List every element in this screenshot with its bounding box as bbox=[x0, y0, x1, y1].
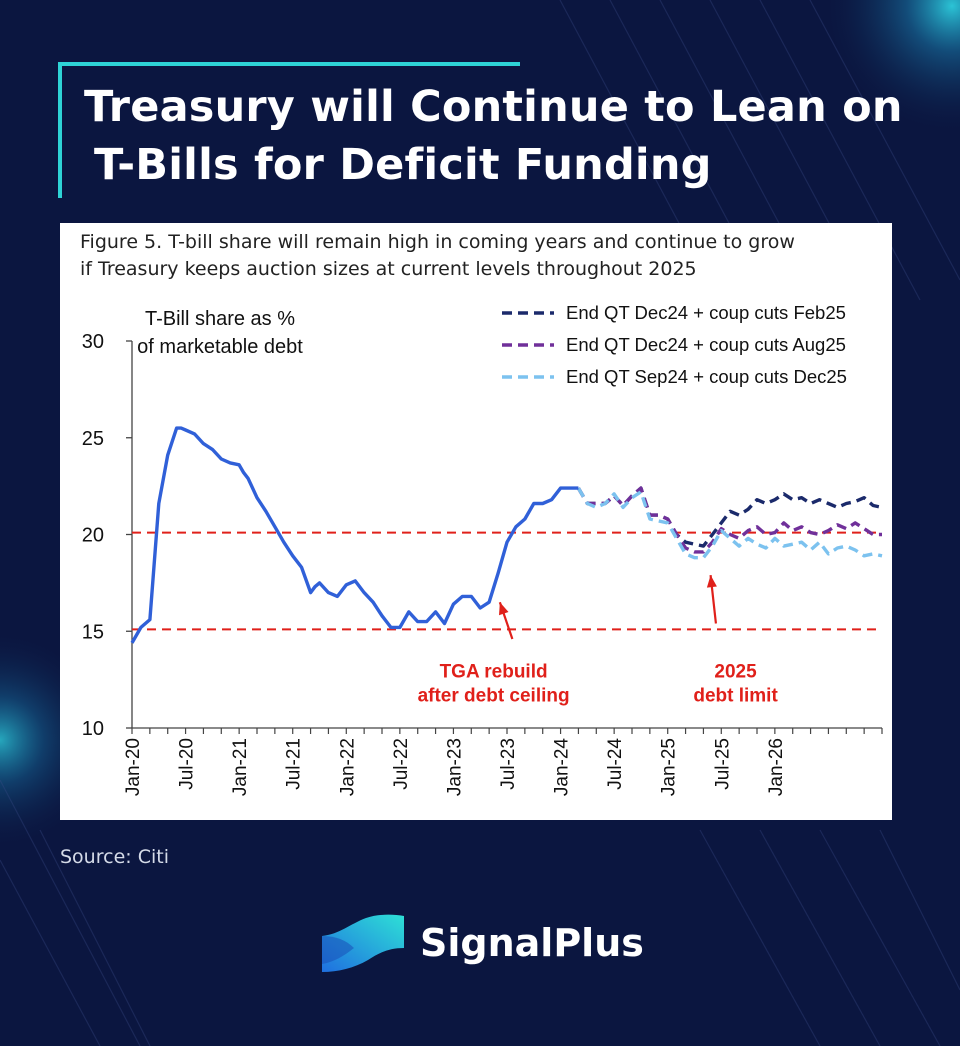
title-line-2: T-Bills for Deficit Funding bbox=[94, 140, 712, 190]
y-axis-title-line: of marketable debt bbox=[137, 336, 303, 358]
brand-name: SignalPlus bbox=[420, 921, 644, 965]
legend-label: End QT Sep24 + coup cuts Dec25 bbox=[566, 366, 847, 387]
figure-caption-line-2: if Treasury keeps auction sizes at curre… bbox=[80, 258, 697, 280]
legend-label: End QT Dec24 + coup cuts Aug25 bbox=[566, 334, 846, 355]
figure-caption: Figure 5. T-bill share will remain high … bbox=[80, 229, 890, 283]
y-tick-label: 20 bbox=[82, 525, 104, 547]
page-title: Treasury will Continue to Lean on T-Bill… bbox=[84, 78, 903, 194]
x-tick-label: Jul-23 bbox=[498, 738, 519, 790]
y-tick-label: 30 bbox=[82, 331, 104, 353]
x-tick-label: Jan-22 bbox=[337, 738, 358, 796]
series-line bbox=[576, 486, 882, 554]
title-line-1: Treasury will Continue to Lean on bbox=[84, 82, 903, 132]
x-tick-label: Jul-24 bbox=[605, 738, 626, 790]
x-tick-label: Jan-25 bbox=[659, 738, 680, 796]
y-tick-label: 25 bbox=[82, 428, 104, 450]
x-tick-label: Jul-21 bbox=[284, 738, 305, 790]
x-tick-label: Jan-20 bbox=[123, 738, 144, 796]
brand: SignalPlus bbox=[320, 910, 644, 976]
annotation-label-line: debt limit bbox=[693, 686, 778, 707]
x-tick-label: Jul-25 bbox=[712, 738, 733, 790]
series-line bbox=[576, 486, 883, 548]
annotation-label-line: TGA rebuild bbox=[440, 662, 548, 683]
y-tick-label: 10 bbox=[82, 718, 104, 740]
reference-lines bbox=[132, 531, 882, 631]
chart-series bbox=[130, 426, 883, 644]
y-tick-label: 15 bbox=[82, 621, 104, 643]
x-tick-label: Jan-24 bbox=[552, 738, 573, 797]
title-frame bbox=[58, 62, 520, 198]
chart-panel: Figure 5. T-bill share will remain high … bbox=[60, 223, 892, 820]
series-line bbox=[576, 487, 883, 560]
x-tick-label: Jan-26 bbox=[766, 738, 787, 796]
chart-annotations: TGA rebuild after debt ceiling 2025 debt li… bbox=[418, 575, 778, 707]
annotation-label-line: after debt ceiling bbox=[418, 686, 570, 707]
annotation-label: 2025 debt limit bbox=[693, 662, 778, 707]
x-tick-label: Jan-21 bbox=[230, 738, 251, 796]
annotation-label: TGA rebuild after debt ceiling bbox=[418, 662, 570, 707]
figure-caption-line-1: Figure 5. T-bill share will remain high … bbox=[80, 231, 795, 253]
y-axis-title-line: T-Bill share as % bbox=[145, 308, 295, 330]
x-tick-label: Jan-23 bbox=[444, 738, 465, 796]
annotation-arrowhead bbox=[499, 602, 509, 616]
x-tick-label: Jul-20 bbox=[177, 738, 198, 790]
annotation-arrowhead bbox=[706, 575, 717, 588]
legend-label: End QT Dec24 + coup cuts Feb25 bbox=[566, 302, 846, 323]
x-tick-label: Jul-22 bbox=[391, 738, 412, 790]
annotation-label-line: 2025 bbox=[714, 662, 757, 683]
series-line bbox=[130, 426, 579, 644]
source-note: Source: Citi bbox=[60, 846, 169, 868]
chart-text: T-Bill share as % of marketable debt End Q… bbox=[137, 302, 847, 387]
signalplus-logo-icon bbox=[322, 914, 404, 972]
y-axis-title: T-Bill share as % of marketable debt bbox=[137, 308, 303, 358]
